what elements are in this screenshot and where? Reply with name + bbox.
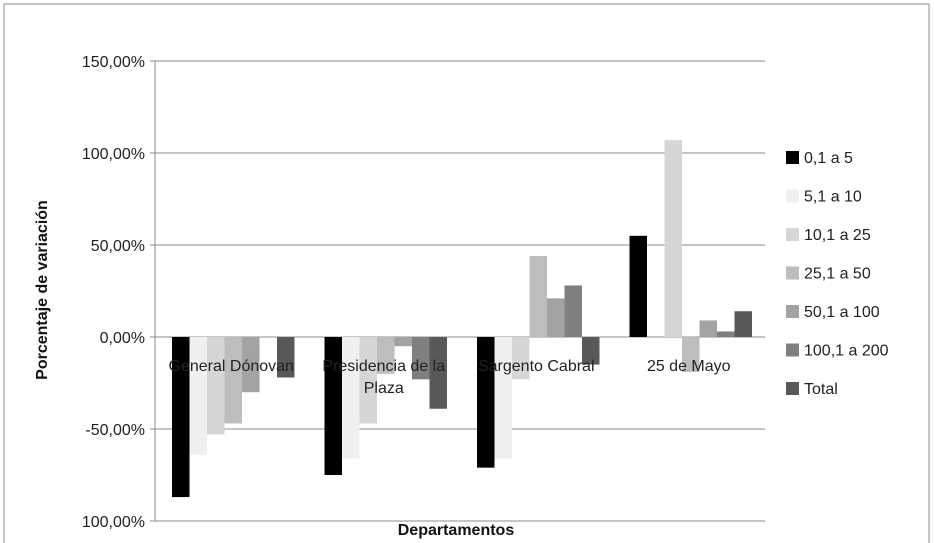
legend-label: 100,1 a 200 [804,343,889,360]
legend-swatch [786,151,799,164]
bar-25-1-a-50-0 [224,337,242,424]
legend-label: 10,1 a 25 [804,227,871,244]
y-tick-label: 100,00% [82,514,145,531]
x-category-label: 25 de Mayo [647,358,731,375]
bar-total-2 [582,337,600,365]
bar-25-1-a-50-3 [682,337,700,372]
bar-100-1-a-200-1 [412,337,430,380]
y-tick-label: 100,00% [82,146,145,163]
bar-25-1-a-50-1 [377,337,395,374]
x-category-label: Plaza [364,380,404,397]
bar-5-1-a-10-2 [494,337,512,459]
legend-swatch [786,266,799,280]
x-axis-title: Departamentos [398,522,515,539]
bar-total-0 [277,337,295,378]
bar-total-1 [429,337,447,409]
bar-50-1-a-100-2 [547,298,565,337]
legend-swatch [786,189,799,203]
bar-25-1-a-50-2 [529,256,547,337]
legend-swatch [786,382,799,395]
bar-0-1-a-5-2 [477,337,495,468]
legend-label: 50,1 a 100 [804,304,880,321]
chart-border [3,3,930,543]
x-category-label: General Dónovan [169,358,294,375]
bar-10-1-a-25-3 [664,140,682,337]
legend-swatch [786,343,799,357]
y-tick-labels: 150,00% 100,00% 50,00% 0,00% -50,00% 100,00% [82,54,145,531]
bar-50-1-a-100-0 [242,337,260,393]
bar-50-1-a-100-3 [699,320,717,337]
legend-label: 25,1 a 50 [804,266,871,283]
bar-total-3 [734,311,752,337]
y-tick-label: 150,00% [82,54,145,71]
legend-swatch [786,305,799,318]
legend-swatch [786,228,799,241]
bars [172,140,752,498]
y-axis-title: Porcentaje de variación [34,200,51,380]
legend-label: 0,1 a 5 [804,150,853,167]
x-category-label: Presidencia de la [322,358,445,375]
bar-50-1-a-100-1 [394,337,412,347]
y-tick-label: -50,00% [85,422,145,439]
legend: 0,1 a 5 5,1 a 10 10,1 a 25 25,1 a 50 50,1 a … [786,150,889,398]
bar-10-1-a-25-0 [207,337,225,435]
bar-0-1-a-5-1 [324,337,342,475]
bar-5-1-a-10-0 [189,337,207,455]
legend-label: Total [804,381,838,398]
x-category-labels: General Dónovan Presidencia de la Plaza Sar… [169,358,731,397]
bar-0-1-a-5-3 [629,235,647,337]
bar-10-1-a-25-2 [512,337,530,380]
bar-10-1-a-25-1 [359,337,377,424]
legend-label: 5,1 a 10 [804,189,862,206]
bar-0-1-a-5-0 [172,337,190,498]
y-tick-label: 0,00% [100,330,145,347]
bar-100-1-a-200-3 [717,331,735,337]
bar-100-1-a-200-2 [564,285,582,337]
y-tick-label: 50,00% [91,238,145,255]
bar-5-1-a-10-1 [342,337,360,459]
x-category-label: Sargento Cabral [478,358,595,375]
